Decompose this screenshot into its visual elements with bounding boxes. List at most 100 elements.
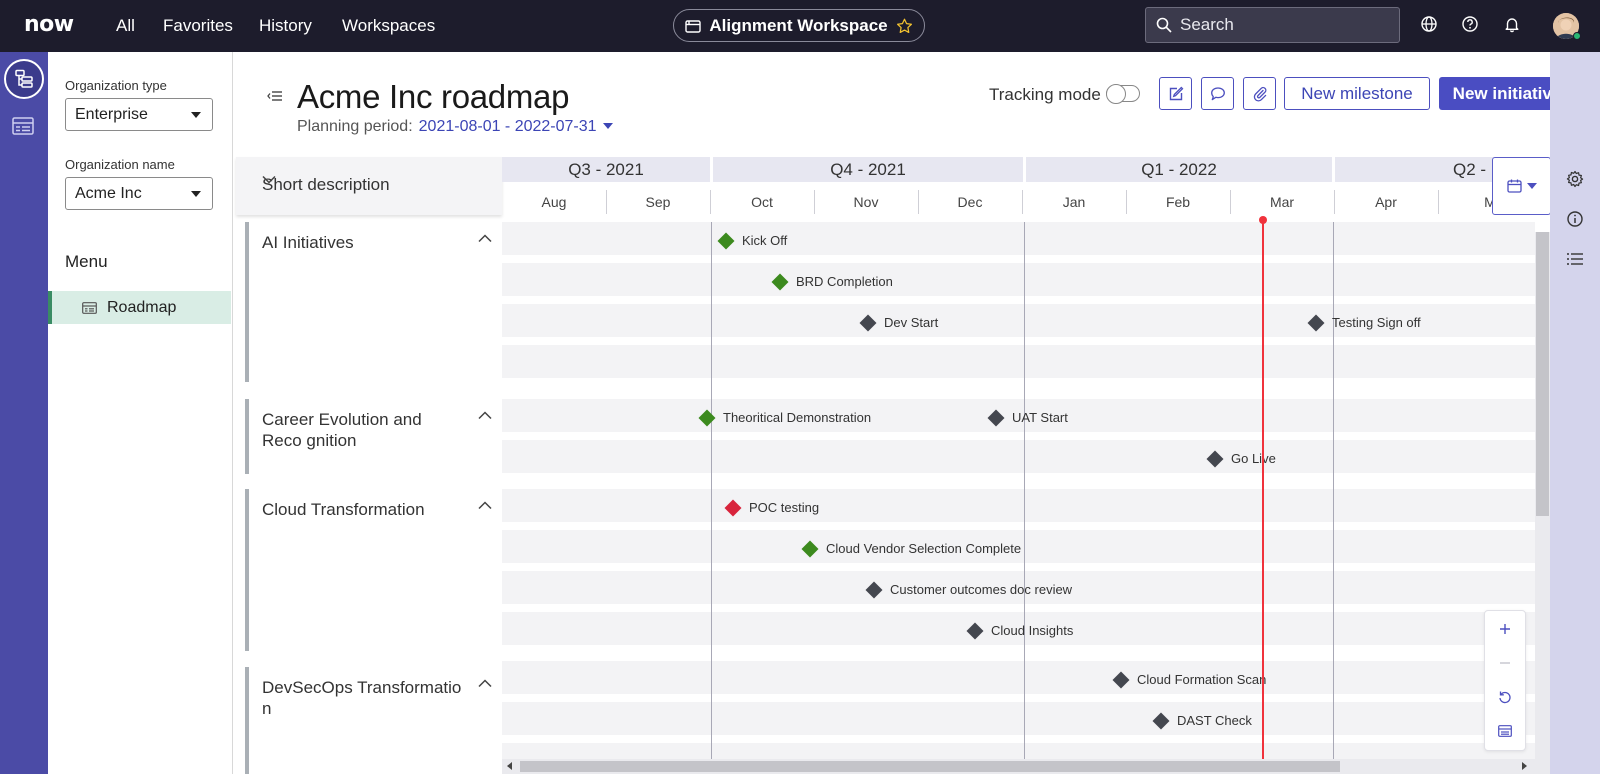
milestone-diamond <box>1152 712 1170 729</box>
milestone-diamond <box>1307 314 1325 331</box>
milestone-diamond <box>859 314 877 331</box>
org-type-select[interactable]: Enterprise <box>65 98 213 131</box>
org-name-label: Organization name <box>65 157 175 172</box>
month-header: Jan <box>1062 194 1086 210</box>
month-header: Oct <box>751 194 773 210</box>
chevron-up-icon[interactable] <box>478 501 492 510</box>
org-name-select[interactable]: Acme Inc <box>65 177 213 210</box>
table-icon[interactable] <box>1485 714 1525 747</box>
scrollbar-thumb[interactable] <box>520 761 1340 772</box>
chevron-down-icon[interactable] <box>262 175 276 184</box>
right-utility-rail <box>1550 52 1600 774</box>
milestone-label: DAST Check <box>1177 713 1252 728</box>
milestone-label: Customer outcomes doc review <box>890 582 1073 597</box>
info-icon[interactable] <box>1566 210 1584 228</box>
hierarchy-icon[interactable] <box>4 59 44 99</box>
milestone[interactable]: DAST Check <box>1152 712 1252 729</box>
tracking-mode-toggle[interactable] <box>1106 84 1140 104</box>
month-header: Aug <box>541 194 567 210</box>
milestone-label: Go Live <box>1231 451 1276 466</box>
initiative-group[interactable]: Career Evolution and Reco gnition <box>236 399 502 474</box>
timeline-row <box>502 612 1535 645</box>
nav-history[interactable]: History <box>259 16 312 35</box>
workspace-icon <box>685 19 702 33</box>
timeline-row <box>502 345 1535 378</box>
servicenow-logo[interactable]: now <box>24 12 74 37</box>
timeline-row <box>502 222 1535 255</box>
today-marker-dot <box>1259 216 1267 224</box>
milestone[interactable]: UAT Start <box>987 409 1068 426</box>
milestone[interactable]: Cloud Formation Scan <box>1112 671 1267 688</box>
horizontal-scrollbar[interactable] <box>502 759 1552 774</box>
nav-workspaces[interactable]: Workspaces <box>342 16 436 35</box>
chevron-up-icon[interactable] <box>478 411 492 420</box>
milestone[interactable]: BRD Completion <box>771 273 893 290</box>
scrollbar-thumb[interactable] <box>1536 232 1549 516</box>
group-bar <box>245 222 249 382</box>
planning-label: Planning period: <box>297 118 413 135</box>
milestone[interactable]: Kick Off <box>717 232 788 249</box>
initiative-name: Cloud Transformation <box>262 500 425 519</box>
chevron-down-icon[interactable] <box>602 123 613 129</box>
globe-icon[interactable] <box>1420 15 1438 33</box>
roadmap-icon <box>82 301 97 314</box>
milestone[interactable]: Theoritical Demonstration <box>698 409 871 426</box>
star-icon[interactable] <box>896 18 913 34</box>
milestone[interactable]: Dev Start <box>859 314 939 331</box>
vertical-scrollbar[interactable] <box>1535 232 1550 767</box>
help-icon[interactable] <box>1461 15 1479 33</box>
milestone-label: Dev Start <box>884 315 939 330</box>
planning-period-value[interactable]: 2021-08-01 - 2022-07-31 <box>418 118 597 135</box>
short-description-header[interactable]: Short description <box>236 157 502 215</box>
workspace-selector[interactable]: Alignment Workspace <box>673 9 925 42</box>
milestone-label: Kick Off <box>742 233 788 248</box>
milestone[interactable]: POC testing <box>724 499 819 516</box>
edit-button[interactable] <box>1159 77 1192 110</box>
calendar-view-button[interactable] <box>1492 157 1551 215</box>
quarter-header: Q4 - 2021 <box>713 157 1023 182</box>
plus-icon[interactable] <box>1485 612 1525 645</box>
comment-button[interactable] <box>1201 77 1234 110</box>
milestone-label: Cloud Formation Scan <box>1137 672 1267 687</box>
left-rail <box>0 52 48 774</box>
group-bar <box>245 667 249 774</box>
gear-icon[interactable] <box>1566 170 1584 188</box>
menu-item-roadmap[interactable]: Roadmap <box>48 291 231 324</box>
month-header: M <box>1484 194 1496 210</box>
minus-icon[interactable] <box>1485 646 1525 679</box>
attachment-button[interactable] <box>1243 77 1276 110</box>
new-milestone-button[interactable]: New milestone <box>1284 77 1430 110</box>
milestone-label: UAT Start <box>1012 410 1068 425</box>
collapse-panel-icon[interactable] <box>267 90 283 102</box>
quarter-header: Q3 - 2021 <box>502 157 710 182</box>
initiative-group[interactable]: Cloud Transformation <box>236 489 502 651</box>
initiative-group[interactable]: AI Initiatives <box>236 222 502 382</box>
month-header: Dec <box>957 194 983 210</box>
timeline-header: Q3 - 2021 Q4 - 2021 Q1 - 2022 Q2 - Aug S… <box>502 157 1535 215</box>
reset-icon[interactable] <box>1485 680 1525 713</box>
milestone[interactable]: Go Live <box>1206 450 1276 467</box>
month-divider <box>710 190 711 214</box>
milestone[interactable]: Customer outcomes doc review <box>865 581 1073 598</box>
list-icon[interactable] <box>1566 252 1584 266</box>
search-input[interactable]: Search <box>1145 7 1400 43</box>
scroll-left-icon[interactable] <box>507 762 512 770</box>
timeline-row <box>502 661 1535 694</box>
nav-favorites[interactable]: Favorites <box>163 16 233 35</box>
nav-all[interactable]: All <box>116 16 135 35</box>
timeline-row <box>502 489 1535 522</box>
bell-icon[interactable] <box>1503 15 1521 33</box>
roadmap-list-icon[interactable] <box>12 117 34 135</box>
month-divider <box>1126 190 1127 214</box>
milestone[interactable]: Cloud Insights <box>966 622 1073 639</box>
chevron-up-icon[interactable] <box>478 679 492 688</box>
milestone[interactable]: Cloud Vendor Selection Complete <box>801 540 1021 557</box>
scroll-right-icon[interactable] <box>1522 762 1527 770</box>
milestone[interactable]: Testing Sign off <box>1307 314 1421 331</box>
month-header: Feb <box>1165 194 1191 210</box>
chevron-up-icon[interactable] <box>478 234 492 243</box>
milestone-diamond <box>987 409 1005 426</box>
timeline-row <box>502 702 1535 735</box>
milestone-diamond <box>717 232 735 249</box>
initiative-group[interactable]: DevSecOps Transformatio n <box>236 667 502 774</box>
